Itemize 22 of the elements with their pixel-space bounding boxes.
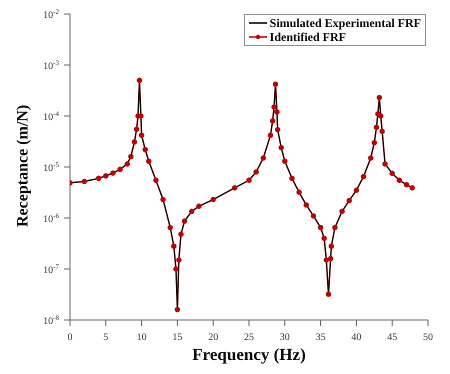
x-tick-label: 0 bbox=[68, 332, 72, 343]
x-tick-label: 15 bbox=[172, 332, 182, 343]
legend-label: Simulated Experimental FRF bbox=[270, 16, 421, 30]
y-tick-label: 10$^{-2}$ bbox=[43, 8, 60, 21]
y-tick-label: 10$^{-6}$ bbox=[43, 212, 60, 225]
x-tick-label: 40 bbox=[351, 332, 362, 343]
y-tick-label: 10$^{-3}$ bbox=[43, 59, 60, 72]
x-tick-label: 35 bbox=[316, 332, 326, 343]
x-tick-label: 50 bbox=[423, 332, 433, 343]
legend-label: Identified FRF bbox=[270, 30, 346, 44]
x-tick-label: 5 bbox=[103, 332, 108, 343]
x-tick-label: 25 bbox=[244, 332, 254, 343]
y-tick-label: 10$^{-5}$ bbox=[43, 161, 60, 174]
x-axis-title: Frequency (Hz) bbox=[192, 345, 306, 364]
y-tick-label: 10$^{-4}$ bbox=[43, 110, 60, 123]
x-tick-label: 20 bbox=[208, 332, 218, 343]
y-axis-title: Receptance (m/N) bbox=[14, 104, 32, 227]
x-tick-label: 30 bbox=[280, 332, 290, 343]
x-tick-label: 10 bbox=[136, 332, 147, 343]
y-tick-label: 10$^{-7}$ bbox=[43, 263, 60, 276]
y-tick-label: 10$^{-8}$ bbox=[43, 314, 60, 327]
x-tick-label: 45 bbox=[387, 332, 398, 343]
